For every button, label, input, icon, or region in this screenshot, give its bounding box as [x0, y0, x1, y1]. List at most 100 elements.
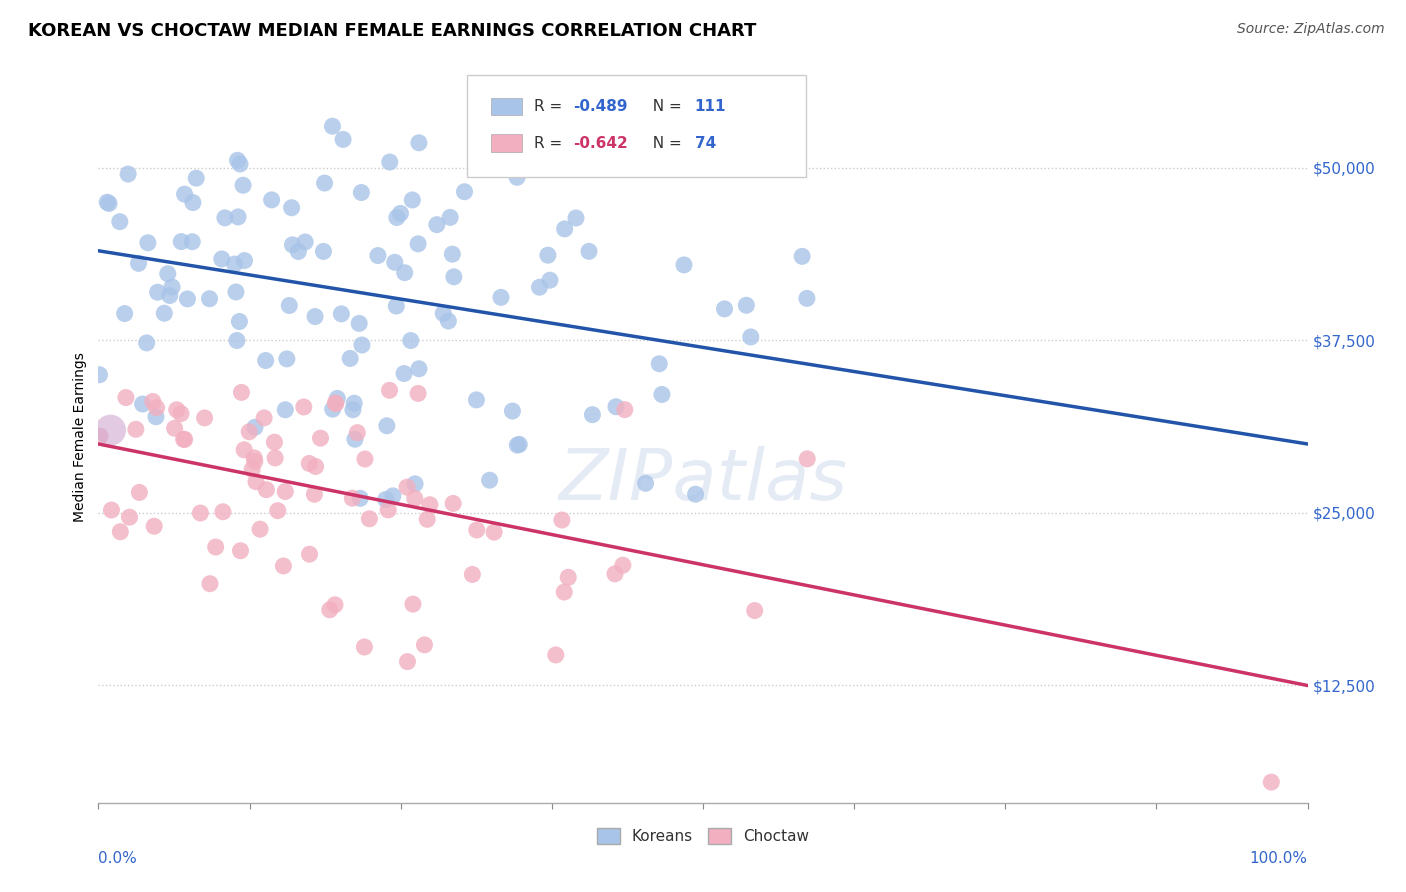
- Point: [176, 292, 198, 306]
- Point: [100, 503, 122, 517]
- Point: [554, 222, 576, 236]
- Point: [343, 396, 366, 410]
- Point: [173, 433, 195, 447]
- Point: [194, 410, 217, 425]
- FancyBboxPatch shape: [467, 75, 806, 178]
- Point: [551, 513, 574, 527]
- Point: [529, 280, 551, 294]
- Point: [160, 280, 183, 294]
- Point: [506, 170, 529, 185]
- Point: [685, 487, 707, 501]
- Point: [181, 235, 204, 249]
- Point: [170, 235, 193, 249]
- Point: [482, 525, 505, 540]
- Point: [186, 171, 208, 186]
- Point: [226, 210, 249, 224]
- Point: [225, 285, 247, 299]
- Point: [181, 195, 204, 210]
- Point: [156, 267, 179, 281]
- Point: [254, 353, 277, 368]
- Point: [254, 483, 277, 497]
- Point: [198, 576, 221, 591]
- Point: [413, 638, 436, 652]
- Point: [350, 338, 373, 352]
- Point: [453, 185, 475, 199]
- Text: 0.0%: 0.0%: [98, 851, 138, 866]
- Point: [378, 155, 401, 169]
- Point: [304, 459, 326, 474]
- Point: [276, 351, 298, 366]
- Point: [396, 655, 419, 669]
- Point: [343, 432, 366, 446]
- Text: 111: 111: [695, 99, 725, 114]
- Point: [281, 237, 304, 252]
- Text: Source: ZipAtlas.com: Source: ZipAtlas.com: [1237, 22, 1385, 37]
- Point: [399, 334, 422, 348]
- Point: [401, 193, 423, 207]
- Point: [231, 385, 253, 400]
- Point: [146, 285, 169, 300]
- Point: [135, 335, 157, 350]
- Point: [578, 244, 600, 259]
- Point: [115, 391, 138, 405]
- Point: [294, 235, 316, 249]
- Point: [613, 402, 636, 417]
- Point: [98, 196, 121, 211]
- Point: [274, 402, 297, 417]
- Point: [240, 462, 263, 476]
- Point: [233, 442, 256, 457]
- Point: [225, 334, 247, 348]
- Point: [416, 512, 439, 526]
- Point: [396, 480, 419, 494]
- Point: [612, 558, 634, 573]
- Point: [319, 603, 342, 617]
- Point: [159, 288, 181, 302]
- Point: [603, 566, 626, 581]
- Point: [581, 408, 603, 422]
- Point: [740, 330, 762, 344]
- Point: [267, 503, 290, 517]
- Point: [377, 503, 399, 517]
- Text: R =: R =: [534, 136, 567, 151]
- Point: [314, 176, 336, 190]
- Point: [330, 307, 353, 321]
- Text: N =: N =: [643, 99, 686, 114]
- Point: [489, 290, 512, 304]
- Point: [792, 249, 814, 263]
- Point: [461, 567, 484, 582]
- Point: [292, 400, 315, 414]
- Point: [426, 218, 449, 232]
- Point: [408, 136, 430, 150]
- Point: [544, 648, 567, 662]
- Point: [439, 211, 461, 225]
- Point: [408, 361, 430, 376]
- Point: [346, 425, 368, 440]
- Point: [263, 435, 285, 450]
- Point: [713, 301, 735, 316]
- Point: [163, 421, 186, 435]
- Point: [304, 310, 326, 324]
- Point: [394, 266, 416, 280]
- Point: [465, 523, 488, 537]
- Point: [465, 392, 488, 407]
- Point: [309, 431, 332, 445]
- Point: [651, 387, 673, 401]
- Point: [100, 423, 122, 437]
- Point: [392, 367, 415, 381]
- Point: [441, 496, 464, 510]
- Point: [557, 570, 579, 584]
- Point: [796, 291, 818, 305]
- Text: KOREAN VS CHOCTAW MEDIAN FEMALE EARNINGS CORRELATION CHART: KOREAN VS CHOCTAW MEDIAN FEMALE EARNINGS…: [28, 22, 756, 40]
- Point: [375, 418, 398, 433]
- Point: [228, 314, 250, 328]
- Point: [339, 351, 361, 366]
- Point: [226, 153, 249, 168]
- Point: [735, 298, 758, 312]
- Point: [304, 487, 326, 501]
- Point: [323, 598, 346, 612]
- Point: [245, 475, 267, 489]
- Point: [342, 402, 364, 417]
- Point: [243, 454, 266, 468]
- Point: [131, 397, 153, 411]
- Point: [173, 187, 195, 202]
